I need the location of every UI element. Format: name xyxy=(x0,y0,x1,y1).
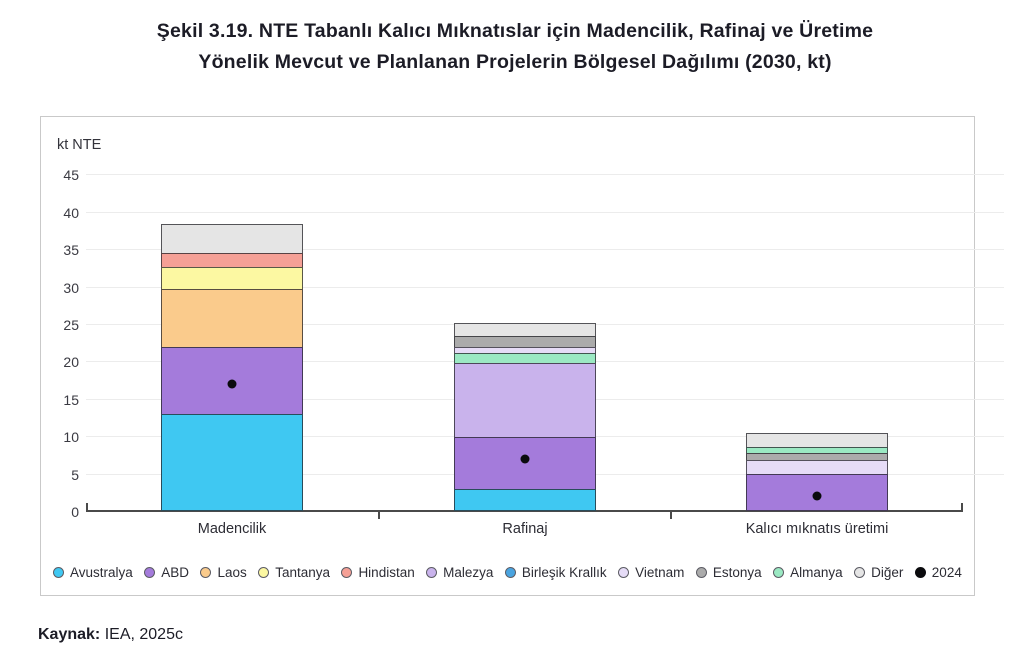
legend-swatch-icon-tantanya xyxy=(258,566,270,578)
legend-swatch-icon-vietnam xyxy=(618,566,630,578)
bar-segment-madencilik-laos xyxy=(161,288,303,349)
category-label-madencilik: Madencilik xyxy=(197,521,267,537)
legend-swatch-icon-avustralya xyxy=(53,566,64,578)
legend-swatch-icon-abd xyxy=(144,566,156,578)
dot-2024-madencilik xyxy=(227,379,237,389)
legend-item-di-er: Diğer xyxy=(854,565,903,580)
legend-swatch-icon-laos xyxy=(200,566,212,578)
x-axis-tick-2 xyxy=(670,511,672,519)
x-axis-line xyxy=(86,510,963,512)
legend-item-avustralya: Avustralya xyxy=(53,565,133,580)
legend-swatch-icon-malezya xyxy=(426,566,438,578)
legend-label-birle-ik-krall-k: Birleşik Krallık xyxy=(521,564,607,580)
bar-segment-rafinaj-malezya xyxy=(454,363,596,439)
gridline-30 xyxy=(86,286,1004,288)
y-axis-unit-label: kt NTE xyxy=(57,137,102,153)
figure-title-line1: Şekil 3.19. NTE Tabanlı Kalıcı Mıknatısl… xyxy=(156,20,874,42)
y-tick-label-45: 45 xyxy=(63,167,79,184)
legend-item-laos: Laos xyxy=(200,564,247,580)
bar-madencilik xyxy=(161,219,303,511)
bar-segment-kal-c-m-knat-s-retimi-di-er xyxy=(746,432,888,448)
legend-item-tantanya: Tantanya xyxy=(258,565,330,580)
category-label-kal-c-m-knat-s-retimi: Kalıcı mıknatıs üretimi xyxy=(745,521,889,537)
legend-swatch-icon-birle-ik-krall-k xyxy=(504,566,516,578)
dot-2024-icon xyxy=(914,566,926,578)
legend-label-hindistan: Hindistan xyxy=(358,564,415,580)
legend-label-vietnam: Vietnam xyxy=(635,564,685,580)
x-axis-tick-1 xyxy=(378,511,380,519)
legend-label-malezya: Malezya xyxy=(443,564,494,580)
x-axis-tick-3 xyxy=(961,503,963,510)
legend-item-hindistan: Hindistan xyxy=(341,564,415,580)
bar-segment-madencilik-tantanya xyxy=(161,267,303,290)
dot-2024-kal-c-m-knat-s-retimi xyxy=(812,491,822,501)
legend-item-vietnam: Vietnam xyxy=(618,565,684,580)
legend-swatch-icon-di-er xyxy=(854,566,866,578)
legend-label-abd: ABD xyxy=(161,564,189,580)
legend-item-estonya: Estonya xyxy=(695,564,762,580)
gridline-45 xyxy=(86,174,1004,176)
figure-title: Şekil 3.19. NTE Tabanlı Kalıcı Mıknatısl… xyxy=(65,16,965,78)
y-tick-label-40: 40 xyxy=(63,204,79,221)
category-label-rafinaj: Rafinaj xyxy=(502,521,548,537)
legend-item-2024: 2024 xyxy=(914,564,962,580)
y-tick-label-20: 20 xyxy=(63,354,79,371)
x-axis-tick-0 xyxy=(86,503,88,510)
bar-segment-rafinaj-avustralya xyxy=(454,488,596,511)
source-text: IEA, 2025c xyxy=(100,626,183,643)
legend-item-almanya: Almanya xyxy=(773,565,843,580)
legend-label-laos: Laos xyxy=(217,564,247,580)
legend-label-almanya: Almanya xyxy=(790,564,843,580)
y-tick-label-25: 25 xyxy=(63,317,79,333)
legend-item-malezya: Malezya xyxy=(426,565,493,580)
y-tick-label-10: 10 xyxy=(63,429,79,446)
gridline-40 xyxy=(86,211,1004,213)
y-tick-label-0: 0 xyxy=(71,504,79,520)
legend-swatch-icon-hindistan xyxy=(341,566,353,578)
chart-legend: Avustralya ABD Laos Tantanya Hindistan Malezy… xyxy=(53,561,962,583)
legend-item-abd: ABD xyxy=(144,565,189,580)
bar-segment-rafinaj-abd xyxy=(454,437,596,490)
dot-2024-rafinaj xyxy=(520,454,530,464)
bar-segment-madencilik-avustralya xyxy=(161,413,303,511)
legend-label-estonya: Estonya xyxy=(712,564,762,580)
bar-segment-madencilik-di-er xyxy=(161,224,303,255)
legend-swatch-icon-almanya xyxy=(773,566,785,578)
figure-title-line2: Yönelik Mevcut ve Planlanan Projelerin B… xyxy=(198,51,832,73)
y-tick-label-5: 5 xyxy=(71,466,79,483)
legend-label-tantanya: Tantanya xyxy=(275,564,330,580)
legend-swatch-icon-estonya xyxy=(695,566,707,578)
source-label: Kaynak: xyxy=(38,626,101,643)
legend-label-2024: 2024 xyxy=(931,564,962,580)
bar-kal-c-m-knat-s-retimi xyxy=(746,429,888,511)
chart-container: kt NTE 0 5 10 15 20 25 30 35 40 45 Madencilik Rafin… xyxy=(40,116,1004,596)
bar-segment-kal-c-m-knat-s-retimi-vietnam xyxy=(746,459,888,475)
bar-segment-rafinaj-di-er xyxy=(454,322,596,338)
bar-rafinaj xyxy=(454,317,596,511)
bar-segment-madencilik-hindistan xyxy=(161,253,303,269)
y-tick-label-15: 15 xyxy=(63,391,79,408)
source-note: Kaynak: IEA, 2025c xyxy=(38,626,183,644)
plot-area: 0 5 10 15 20 25 30 35 40 45 Madencilik Rafinaj Kalıc… xyxy=(41,117,1004,595)
legend-item-birle-ik-krall-k: Birleşik Krallık xyxy=(504,564,607,580)
gridline-35 xyxy=(86,249,1004,251)
legend-label-avustralya: Avustralya xyxy=(70,564,133,580)
legend-label-di-er: Diğer xyxy=(871,564,904,580)
y-tick-label-35: 35 xyxy=(63,242,79,259)
y-tick-label-30: 30 xyxy=(63,279,79,296)
